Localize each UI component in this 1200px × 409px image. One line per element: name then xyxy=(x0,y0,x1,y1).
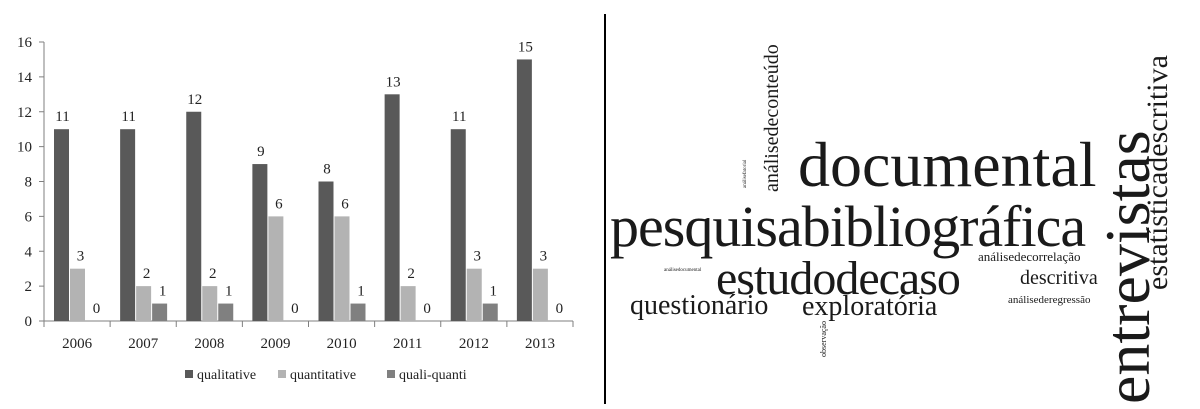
legend-swatch-quantitative xyxy=(278,370,286,378)
data-label-qualitative: 11 xyxy=(121,109,135,125)
y-tick-label: 14 xyxy=(17,70,33,86)
data-label-quantitative: 6 xyxy=(275,196,283,212)
word-pesquisabibliografica: pesquisabibliográfica xyxy=(610,194,1086,259)
data-label-quantitative: 3 xyxy=(474,249,482,265)
legend-swatch-qualitative xyxy=(185,370,193,378)
word-analisedocumental: análisedocumental xyxy=(664,268,702,273)
data-label-qualitative: 15 xyxy=(518,39,533,55)
panel-divider xyxy=(604,14,606,404)
bar-qualitative xyxy=(186,111,202,321)
x-tick-label: 2009 xyxy=(260,336,290,352)
word-analisedeconteudo: análisedeconteúdo xyxy=(761,44,783,192)
y-tick-label: 12 xyxy=(17,105,32,121)
bar-qualitative xyxy=(318,181,334,321)
bar-quantitative xyxy=(136,286,152,321)
x-tick-label: 2013 xyxy=(525,336,555,352)
x-tick-label: 2008 xyxy=(194,336,224,352)
bar-quali-quanti xyxy=(218,303,234,321)
x-tick-label: 2012 xyxy=(459,336,489,352)
x-tick-label: 2007 xyxy=(128,336,159,352)
data-label-quali-quanti: 0 xyxy=(423,301,431,317)
word-estatisticadescritiva: estatísticadescritiva xyxy=(1141,55,1174,290)
bar-quantitative xyxy=(334,216,350,321)
data-label-quantitative: 3 xyxy=(540,249,548,265)
bar-quali-quanti xyxy=(350,303,366,321)
data-label-quantitative: 2 xyxy=(407,266,415,282)
y-tick-label: 16 xyxy=(17,35,33,51)
bar-qualitative xyxy=(450,129,466,321)
bar-quantitative xyxy=(532,268,548,321)
data-label-quali-quanti: 0 xyxy=(291,301,299,317)
data-label-qualitative: 12 xyxy=(187,92,202,108)
bar-quantitative xyxy=(268,216,284,321)
data-label-qualitative: 9 xyxy=(257,144,265,160)
bar-qualitative xyxy=(516,59,532,321)
y-tick-label: 10 xyxy=(17,140,32,156)
word-descritiva: descritiva xyxy=(1020,267,1098,289)
y-tick-label: 8 xyxy=(25,175,33,191)
data-label-quali-quanti: 1 xyxy=(159,284,167,300)
data-label-quantitative: 2 xyxy=(143,266,151,282)
legend-label-quantitative: quantitative xyxy=(290,368,356,383)
word-documental: documental xyxy=(798,129,1097,200)
bar-quantitative xyxy=(70,268,85,321)
bar-chart-panel: 0 2 4 6 8 10 12 14 16 2006 2007 2008 2009 2010 2011 201… xyxy=(0,0,600,404)
legend-label-qualitative: qualitative xyxy=(197,368,256,383)
x-tick-label: 2011 xyxy=(393,336,422,352)
y-tick-label: 0 xyxy=(25,314,33,330)
data-label-qualitative: 11 xyxy=(452,109,466,125)
word-questionario: questionário xyxy=(630,290,769,321)
data-label-qualitative: 11 xyxy=(55,109,69,125)
data-label-quantitative: 3 xyxy=(77,249,85,265)
data-label-qualitative: 8 xyxy=(323,162,331,178)
data-label-quali-quanti: 1 xyxy=(225,284,233,300)
word-analisedecorrelacao: análisedecorrelação xyxy=(978,249,1081,264)
word-exploratoria: exploratória xyxy=(802,291,938,322)
data-label-quali-quanti: 0 xyxy=(93,301,101,317)
legend-swatch-quali-quanti xyxy=(387,370,395,378)
bar-quantitative xyxy=(202,286,218,321)
word-estudodecaso: estudodecaso xyxy=(716,252,961,305)
bar-qualitative xyxy=(252,164,268,321)
bar-qualitative xyxy=(54,129,69,321)
bar-qualitative xyxy=(120,129,136,321)
bar-quantitative xyxy=(466,268,482,321)
data-label-quantitative: 6 xyxy=(341,196,349,212)
bar-quali-quanti xyxy=(152,303,168,321)
bar-qualitative xyxy=(384,94,400,321)
data-label-quali-quanti: 1 xyxy=(490,284,498,300)
data-label-quantitative: 2 xyxy=(209,266,217,282)
word-analisederegressao: análisederegressão xyxy=(1008,294,1091,306)
y-tick-label: 2 xyxy=(25,279,33,295)
word-analisefatorial: análisefatorial xyxy=(743,159,748,188)
x-tick-label: 2010 xyxy=(327,336,357,352)
data-label-qualitative: 13 xyxy=(386,74,401,90)
bar-quali-quanti xyxy=(482,303,498,321)
bar-quantitative xyxy=(400,286,416,321)
data-label-quali-quanti: 1 xyxy=(357,284,365,300)
legend-label-quali-quanti: quali-quanti xyxy=(399,368,467,383)
x-tick-label: 2006 xyxy=(62,336,93,352)
word-cloud-panel: pesquisabibliográfica documental entrevi… xyxy=(606,0,1200,404)
word-observacao: observação xyxy=(819,321,828,357)
data-label-quali-quanti: 0 xyxy=(556,301,564,317)
y-tick-label: 4 xyxy=(25,244,33,260)
y-tick-label: 6 xyxy=(25,209,33,225)
